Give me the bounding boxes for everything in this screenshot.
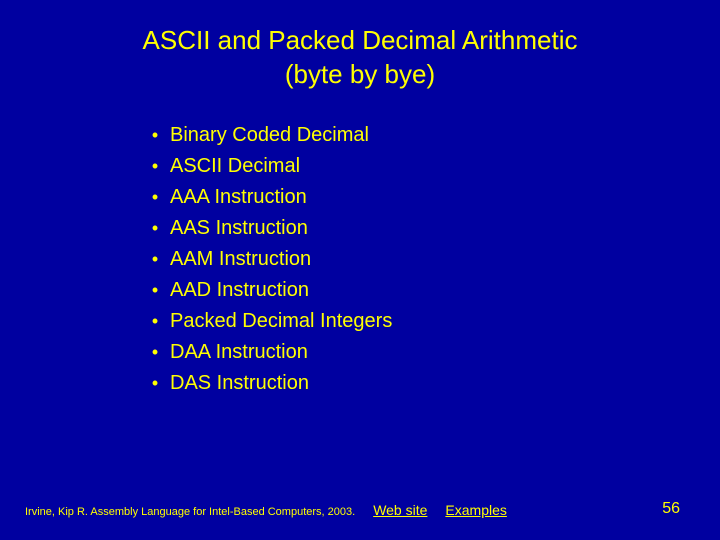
page-number: 56 bbox=[662, 500, 680, 518]
list-item-label: Packed Decimal Integers bbox=[170, 306, 392, 337]
bullet-list: • Binary Coded Decimal • ASCII Decimal •… bbox=[140, 120, 392, 399]
footer-link-examples[interactable]: Examples bbox=[445, 502, 506, 518]
list-item-label: Binary Coded Decimal bbox=[170, 120, 369, 151]
bullet-icon: • bbox=[140, 184, 170, 212]
list-item: • ASCII Decimal bbox=[140, 151, 392, 182]
list-item-label: ASCII Decimal bbox=[170, 151, 300, 182]
title-line-1: ASCII and Packed Decimal Arithmetic bbox=[143, 25, 578, 55]
list-item: • DAS Instruction bbox=[140, 368, 392, 399]
bullet-icon: • bbox=[140, 308, 170, 336]
title-line-2: (byte by bye) bbox=[285, 59, 435, 89]
list-item: • AAA Instruction bbox=[140, 182, 392, 213]
list-item: • Packed Decimal Integers bbox=[140, 306, 392, 337]
list-item: • AAD Instruction bbox=[140, 275, 392, 306]
bullet-icon: • bbox=[140, 277, 170, 305]
bullet-icon: • bbox=[140, 122, 170, 150]
list-item-label: DAA Instruction bbox=[170, 337, 308, 368]
list-item: • DAA Instruction bbox=[140, 337, 392, 368]
bullet-icon: • bbox=[140, 215, 170, 243]
list-item-label: AAS Instruction bbox=[170, 213, 308, 244]
bullet-icon: • bbox=[140, 339, 170, 367]
list-item-label: AAM Instruction bbox=[170, 244, 311, 275]
list-item-label: AAA Instruction bbox=[170, 182, 307, 213]
list-item: • AAS Instruction bbox=[140, 213, 392, 244]
slide-footer: Irvine, Kip R. Assembly Language for Int… bbox=[0, 502, 720, 518]
list-item: • AAM Instruction bbox=[140, 244, 392, 275]
slide-title: ASCII and Packed Decimal Arithmetic (byt… bbox=[0, 0, 720, 92]
footer-link-website[interactable]: Web site bbox=[373, 502, 427, 518]
bullet-icon: • bbox=[140, 246, 170, 274]
list-item: • Binary Coded Decimal bbox=[140, 120, 392, 151]
bullet-icon: • bbox=[140, 370, 170, 398]
list-item-label: DAS Instruction bbox=[170, 368, 309, 399]
footer-citation: Irvine, Kip R. Assembly Language for Int… bbox=[25, 506, 355, 518]
list-item-label: AAD Instruction bbox=[170, 275, 309, 306]
bullet-icon: • bbox=[140, 153, 170, 181]
